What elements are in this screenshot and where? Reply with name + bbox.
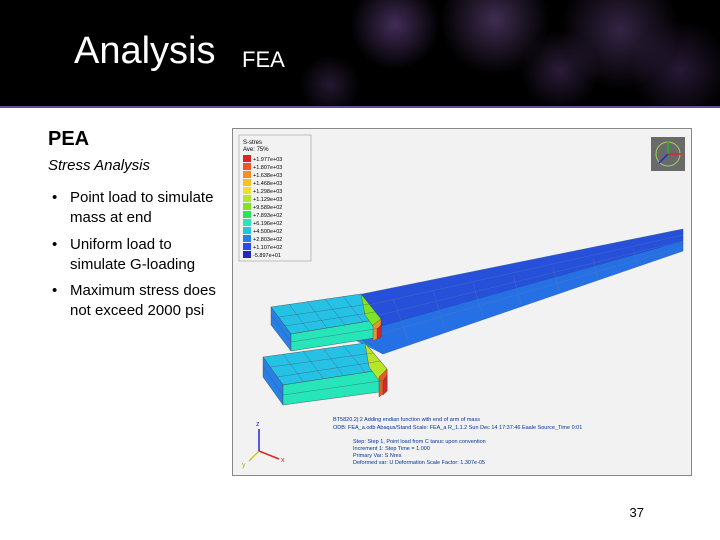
figure-caption: BT5820.2|:2 Adding endian function with … [333, 417, 582, 466]
slide-title-main: Analysis [74, 30, 216, 73]
legend-swatch [243, 187, 251, 194]
legend-value: +1.807e+03 [253, 165, 282, 171]
fea-mesh [263, 229, 683, 405]
bullet-item: Uniform load to simulate G-loading [48, 235, 228, 276]
legend-value: +1.468e+03 [253, 181, 282, 187]
legend-value: +1.107e+02 [253, 245, 282, 251]
legend-value: +9.589e+02 [253, 205, 282, 211]
legend-swatch [243, 155, 251, 162]
legend-swatch [243, 227, 251, 234]
legend-value: -5.897e+01 [253, 253, 281, 259]
section-heading: PEA [48, 128, 228, 151]
legend-value: +2.803e+02 [253, 237, 282, 243]
bullet-item: Point load to simulate mass at end [48, 188, 228, 229]
slide-title-sub: FEA [242, 47, 285, 73]
legend-swatch [243, 235, 251, 242]
svg-text:x: x [281, 457, 285, 464]
legend-swatch [243, 203, 251, 210]
slide-header: Analysis FEA [0, 0, 720, 108]
legend-title: S-stres [243, 140, 262, 146]
fea-svg: S-stres Ave: 75% +1.977e+03 +1.807e+03 +1.… [233, 129, 693, 477]
bokeh-circle [350, 0, 440, 70]
coord-triad: x y z [242, 421, 285, 469]
legend-unit: Ave: 75% [243, 147, 269, 153]
legend-value: +1.638e+03 [253, 173, 282, 179]
svg-text:ODB: FEA_a.odb Abaqus/Stand: ODB: FEA_a.odb Abaqus/Stand Scale: FEA_a… [333, 425, 582, 431]
legend-swatch [243, 179, 251, 186]
legend-swatch [243, 243, 251, 250]
legend-value: +4.500e+02 [253, 229, 282, 235]
legend-swatch [243, 219, 251, 226]
svg-text:y: y [242, 462, 246, 469]
legend-swatch [243, 171, 251, 178]
svg-text:Deformed var: U Deformation: Deformed var: U Deformation Scale Factor… [353, 460, 485, 466]
legend-value: +1.129e+03 [253, 197, 282, 203]
svg-text:Step: Step 1, Point load from: Step: Step 1, Point load from C tanuc up… [353, 439, 486, 445]
svg-text:BT5820.2|:2 Adding endian fun: BT5820.2|:2 Adding endian function with … [333, 417, 480, 423]
header-divider [0, 106, 720, 108]
legend-value: +6.196e+02 [253, 221, 282, 227]
section-subheading: Stress Analysis [48, 157, 228, 174]
legend-swatch [243, 211, 251, 218]
legend-swatch [243, 251, 251, 258]
bullet-list: Point load to simulate mass at end Unifo… [48, 188, 228, 322]
text-content: PEA Stress Analysis Point load to simula… [48, 128, 228, 328]
fea-screenshot: S-stres Ave: 75% +1.977e+03 +1.807e+03 +1.… [232, 128, 692, 476]
legend-swatch [243, 195, 251, 202]
stress-legend: S-stres Ave: 75% +1.977e+03 +1.807e+03 +1.… [239, 135, 311, 261]
legend-swatch [243, 163, 251, 170]
svg-text:Increment 1: Step Time = 1.0: Increment 1: Step Time = 1.000 [353, 446, 430, 452]
svg-text:z: z [256, 421, 260, 428]
page-number: 37 [630, 505, 644, 520]
legend-value: +7.893e+02 [253, 213, 282, 219]
bokeh-circle [300, 55, 360, 108]
svg-text:Primary Var: S Nres: Primary Var: S Nres [353, 453, 402, 459]
legend-value: +1.298e+03 [253, 189, 282, 195]
bullet-item: Maximum stress does not exceed 2000 psi [48, 281, 228, 322]
legend-value: +1.977e+03 [253, 157, 282, 163]
root-block-lower [263, 343, 387, 405]
